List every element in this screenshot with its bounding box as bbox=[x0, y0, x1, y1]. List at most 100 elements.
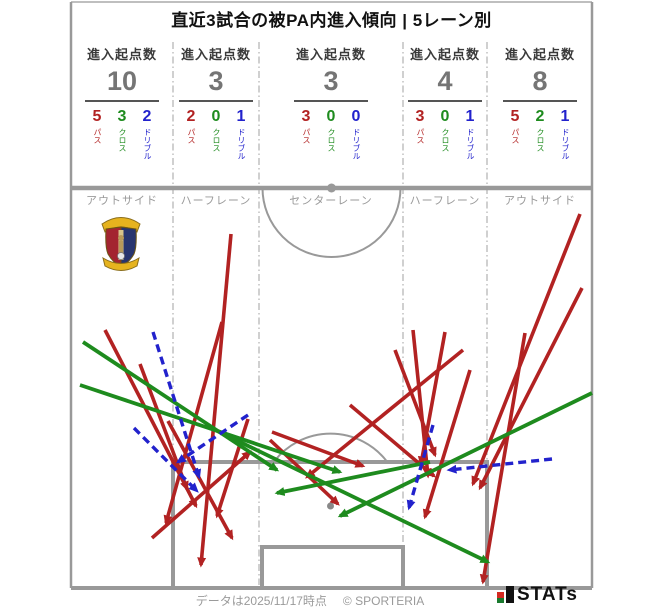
pass-arrow bbox=[197, 233, 233, 568]
cross-count: 0 bbox=[211, 108, 221, 126]
footer: データは2025/11/17時点 © SPORTERIA bbox=[100, 592, 520, 609]
dribble-arrow bbox=[132, 426, 199, 493]
data-timestamp: データは2025/11/17時点 bbox=[195, 594, 327, 608]
club-crest bbox=[101, 217, 141, 271]
dribble-label: ドリブル bbox=[352, 127, 361, 160]
entry-origin-total: 3 bbox=[323, 66, 339, 96]
stats-logo-text: STATs bbox=[517, 584, 578, 605]
stat-item-cross: 0 クロス bbox=[323, 108, 339, 160]
stat-breakdown: 5 パス 2 クロス 1 ドリブル bbox=[480, 108, 600, 160]
entry-arrows bbox=[79, 213, 593, 585]
pass-count: 2 bbox=[186, 108, 196, 126]
stat-breakdown: 2 パス 0 クロス 1 ドリブル bbox=[156, 108, 276, 160]
pass-arrow bbox=[478, 287, 584, 491]
cross-count: 0 bbox=[326, 108, 336, 126]
cross-count: 2 bbox=[535, 108, 545, 126]
goal-area bbox=[260, 545, 405, 588]
lane-name-label: アウトサイド bbox=[86, 195, 158, 207]
stat-item-cross: 3 クロス bbox=[114, 108, 130, 160]
stat-separator bbox=[85, 100, 159, 103]
cross-label: クロス bbox=[441, 127, 450, 152]
pass-label: パス bbox=[93, 127, 102, 144]
pass-count: 5 bbox=[92, 108, 102, 126]
dribble-count: 1 bbox=[236, 108, 246, 126]
entry-origin-total: 4 bbox=[437, 66, 453, 96]
center-mark bbox=[327, 183, 336, 193]
stat-item-cross: 0 クロス bbox=[437, 108, 453, 160]
stat-separator bbox=[294, 100, 368, 103]
dribble-arrow bbox=[446, 457, 553, 474]
pitch-frame bbox=[69, 1, 594, 590]
stat-breakdown: 5 パス 3 クロス 2 ドリブル bbox=[62, 108, 182, 160]
cross-arrow bbox=[204, 423, 491, 564]
center-circle bbox=[261, 187, 402, 258]
penalty-area bbox=[171, 460, 489, 588]
lane-stat-column: 進入起点数 3 2 パス 0 クロス 1 ドリブル bbox=[156, 44, 276, 160]
dribble-label: ドリブル bbox=[561, 127, 570, 160]
entry-origin-total: 3 bbox=[208, 66, 224, 96]
cross-label: クロス bbox=[536, 127, 545, 152]
dribble-label: ドリブル bbox=[237, 127, 246, 160]
dribble-count: 1 bbox=[465, 108, 475, 126]
pass-arrow bbox=[417, 331, 447, 467]
stat-item-pass: 2 パス bbox=[183, 108, 199, 160]
stat-item-pass: 3 パス bbox=[412, 108, 428, 160]
pass-arrow bbox=[479, 332, 527, 585]
pass-label: パス bbox=[187, 127, 196, 144]
cross-label: クロス bbox=[327, 127, 336, 152]
pass-arrow bbox=[166, 420, 234, 541]
stat-item-dribble: 2 ドリブル bbox=[139, 108, 155, 160]
entry-origin-count-label: 進入起点数 bbox=[409, 47, 480, 62]
penalty-arc bbox=[273, 432, 388, 462]
lane-name-label: ハーフレーン bbox=[180, 195, 252, 207]
stat-item-pass: 5 パス bbox=[507, 108, 523, 160]
stat-item-dribble: 1 ドリブル bbox=[462, 108, 478, 160]
pass-arrow bbox=[214, 418, 250, 519]
stat-separator bbox=[503, 100, 577, 103]
page-title: 直近3試合の被PA内進入傾向 | 5レーン別 bbox=[171, 11, 492, 30]
lane-stat-column: 進入起点数 4 3 パス 0 クロス 1 ドリブル bbox=[385, 44, 505, 160]
dribble-label: ドリブル bbox=[143, 127, 152, 160]
dribble-arrow bbox=[175, 413, 249, 464]
pass-arrow bbox=[471, 213, 582, 487]
dribble-arrow bbox=[406, 424, 435, 511]
pass-arrow bbox=[422, 369, 472, 520]
pass-label: パス bbox=[302, 127, 311, 144]
stat-item-pass: 5 パス bbox=[89, 108, 105, 160]
lane-stat-column: 進入起点数 10 5 パス 3 クロス 2 ドリブル bbox=[62, 44, 182, 160]
dribble-count: 0 bbox=[351, 108, 361, 126]
cross-arrow bbox=[274, 460, 431, 496]
cross-label: クロス bbox=[118, 127, 127, 152]
stat-item-dribble: 0 ドリブル bbox=[348, 108, 364, 160]
pass-label: パス bbox=[511, 127, 520, 144]
stat-separator bbox=[179, 100, 253, 103]
copyright: © SPORTERIA bbox=[342, 594, 425, 608]
pitch-markings bbox=[71, 183, 592, 588]
stat-item-dribble: 1 ドリブル bbox=[233, 108, 249, 160]
cross-arrow bbox=[337, 391, 593, 518]
lane-name-label: センターレーン bbox=[289, 195, 373, 207]
entry-origin-total: 8 bbox=[532, 66, 548, 96]
lane-name-label: ハーフレーン bbox=[409, 195, 481, 207]
pass-arrow bbox=[271, 430, 366, 468]
lane-name-label: アウトサイド bbox=[504, 195, 576, 207]
entry-origin-count-label: 進入起点数 bbox=[86, 47, 157, 62]
stat-item-cross: 0 クロス bbox=[208, 108, 224, 160]
dribble-count: 2 bbox=[142, 108, 152, 126]
lane-stat-column: 進入起点数 3 3 パス 0 クロス 0 ドリブル bbox=[271, 44, 391, 160]
stat-separator bbox=[408, 100, 482, 103]
stat-breakdown: 3 パス 0 クロス 0 ドリブル bbox=[271, 108, 391, 160]
entry-origin-count-label: 進入起点数 bbox=[180, 47, 251, 62]
stat-item-pass: 3 パス bbox=[298, 108, 314, 160]
cross-count: 0 bbox=[440, 108, 450, 126]
pass-arrow bbox=[150, 450, 252, 540]
bar-chart-icon bbox=[497, 586, 514, 603]
stats-logo: STATs bbox=[497, 584, 578, 605]
dribble-count: 1 bbox=[560, 108, 570, 126]
pass-count: 3 bbox=[301, 108, 311, 126]
entry-origin-count-label: 進入起点数 bbox=[504, 47, 575, 62]
lane-stat-column: 進入起点数 8 5 パス 2 クロス 1 ドリブル bbox=[480, 44, 600, 160]
stat-item-dribble: 1 ドリブル bbox=[557, 108, 573, 160]
